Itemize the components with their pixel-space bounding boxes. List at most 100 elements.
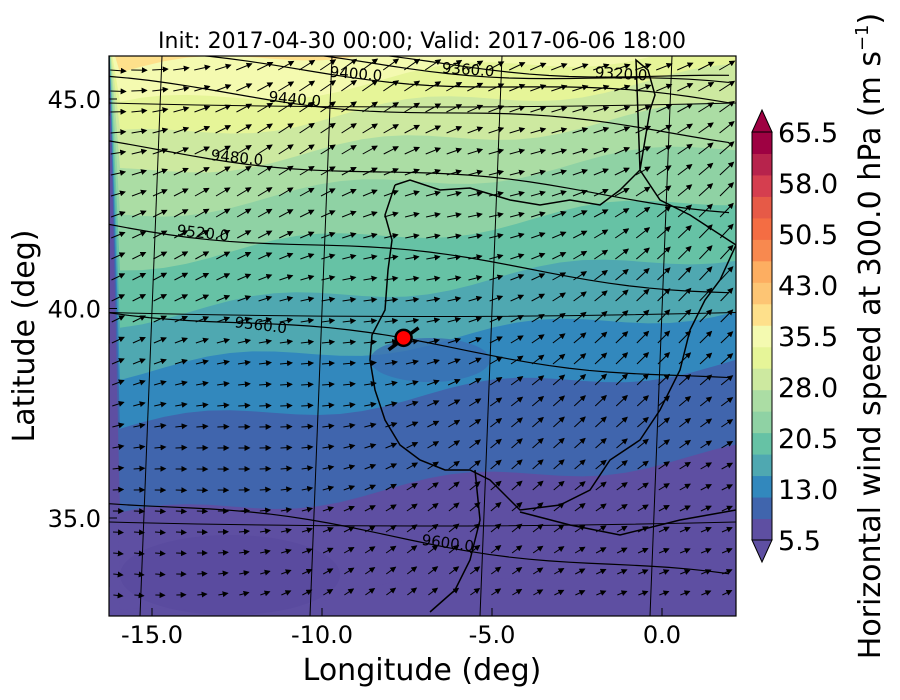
wind-vector <box>341 123 357 134</box>
wind-vector <box>447 254 462 261</box>
wind-vector <box>446 169 463 176</box>
plot-frame <box>108 55 737 617</box>
wind-vector <box>553 459 565 470</box>
wind-vector <box>614 126 631 134</box>
wind-vector <box>530 62 547 71</box>
wind-vector <box>573 373 587 386</box>
wind-vector <box>510 335 524 344</box>
wind-vector <box>551 148 568 155</box>
wind-vector <box>490 480 502 491</box>
wind-vector <box>489 377 503 386</box>
wind-vector <box>299 209 315 218</box>
colorbar-swatch <box>752 196 772 219</box>
wind-vector <box>531 232 546 239</box>
wind-vector <box>594 331 608 344</box>
plot-area: 9320.09360.09400.09440.09480.09520.09560… <box>109 56 736 616</box>
wind-vector <box>362 211 378 218</box>
wind-vector <box>427 420 440 428</box>
wind-vector <box>278 123 294 134</box>
wind-vector <box>132 315 147 323</box>
wind-vector <box>363 275 378 282</box>
wind-vector <box>173 209 189 218</box>
wind-vector <box>384 359 398 366</box>
wind-vector <box>280 465 293 472</box>
wind-vector <box>385 566 397 575</box>
wind-vector <box>237 273 252 281</box>
wind-vector <box>405 275 420 282</box>
wind-vector <box>594 310 608 323</box>
wind-vector <box>134 571 145 578</box>
wind-vector <box>194 85 211 92</box>
wind-vector <box>111 273 126 281</box>
wind-vector <box>551 84 568 92</box>
wind-vector <box>593 84 610 92</box>
y-axis-ticks: 35.0 40.0 45.0 <box>48 86 117 533</box>
wind-vector <box>575 590 586 596</box>
wind-vector <box>218 570 229 577</box>
wind-vector <box>174 380 188 387</box>
wind-vector <box>427 523 439 533</box>
wind-vector <box>614 147 631 155</box>
wind-vector <box>677 163 693 176</box>
wind-vector <box>531 273 546 281</box>
wind-vector <box>362 167 378 176</box>
wind-vector <box>152 86 169 93</box>
wind-vector <box>636 395 649 407</box>
wind-vector <box>446 82 463 92</box>
wind-vector <box>573 353 587 365</box>
wind-vector <box>533 589 544 596</box>
wind-vector <box>680 590 691 596</box>
wind-vector <box>238 402 251 409</box>
wind-vector <box>384 233 399 239</box>
wind-vector <box>406 503 418 512</box>
wind-vector <box>469 439 481 449</box>
wind-vector <box>593 229 609 239</box>
wind-vector <box>215 208 231 218</box>
wind-vector <box>719 161 735 176</box>
wind-vector <box>700 440 713 449</box>
wind-vector <box>406 524 418 533</box>
wind-vector <box>470 588 481 596</box>
wind-vector <box>678 266 692 281</box>
wind-vector <box>403 58 421 71</box>
wind-vector <box>131 189 147 197</box>
wind-vector <box>635 84 652 92</box>
wind-vector <box>701 590 712 596</box>
wind-vector <box>112 465 125 472</box>
wind-vector <box>530 105 547 113</box>
y-axis-label: Latitude (deg) <box>7 230 42 443</box>
wind-vector <box>530 190 546 197</box>
wind-vector <box>677 143 693 155</box>
parallel-line <box>109 102 736 108</box>
wind-vector <box>278 102 295 113</box>
wind-vector <box>218 591 229 598</box>
contour-label: 9520.0 <box>176 221 230 245</box>
wind-vector <box>111 358 125 365</box>
wind-vector <box>572 105 589 113</box>
wind-vector <box>658 526 670 533</box>
wind-vector <box>489 397 503 407</box>
wind-vector <box>404 124 421 134</box>
wind-vector <box>384 318 399 324</box>
wind-vector <box>530 84 547 92</box>
wind-vector <box>448 544 460 554</box>
wind-vector <box>511 417 523 428</box>
wind-vector <box>155 550 166 557</box>
wind-vector <box>572 168 588 176</box>
wind-vector <box>488 148 505 155</box>
wind-vector <box>278 209 294 218</box>
wind-vector <box>363 296 378 303</box>
wind-vector <box>488 190 504 197</box>
wind-vector <box>216 273 231 281</box>
wind-vector <box>300 253 315 260</box>
colorbar-extend-min <box>751 539 773 564</box>
wind-vector <box>637 416 649 428</box>
wind-vector <box>553 480 565 491</box>
wind-vector <box>341 79 358 92</box>
wind-vector <box>131 128 148 135</box>
colorbar-swatch <box>752 518 772 541</box>
wind-vector <box>698 245 713 260</box>
wind-vector <box>383 102 400 113</box>
wind-vector <box>342 275 357 282</box>
wind-vector <box>425 125 442 134</box>
